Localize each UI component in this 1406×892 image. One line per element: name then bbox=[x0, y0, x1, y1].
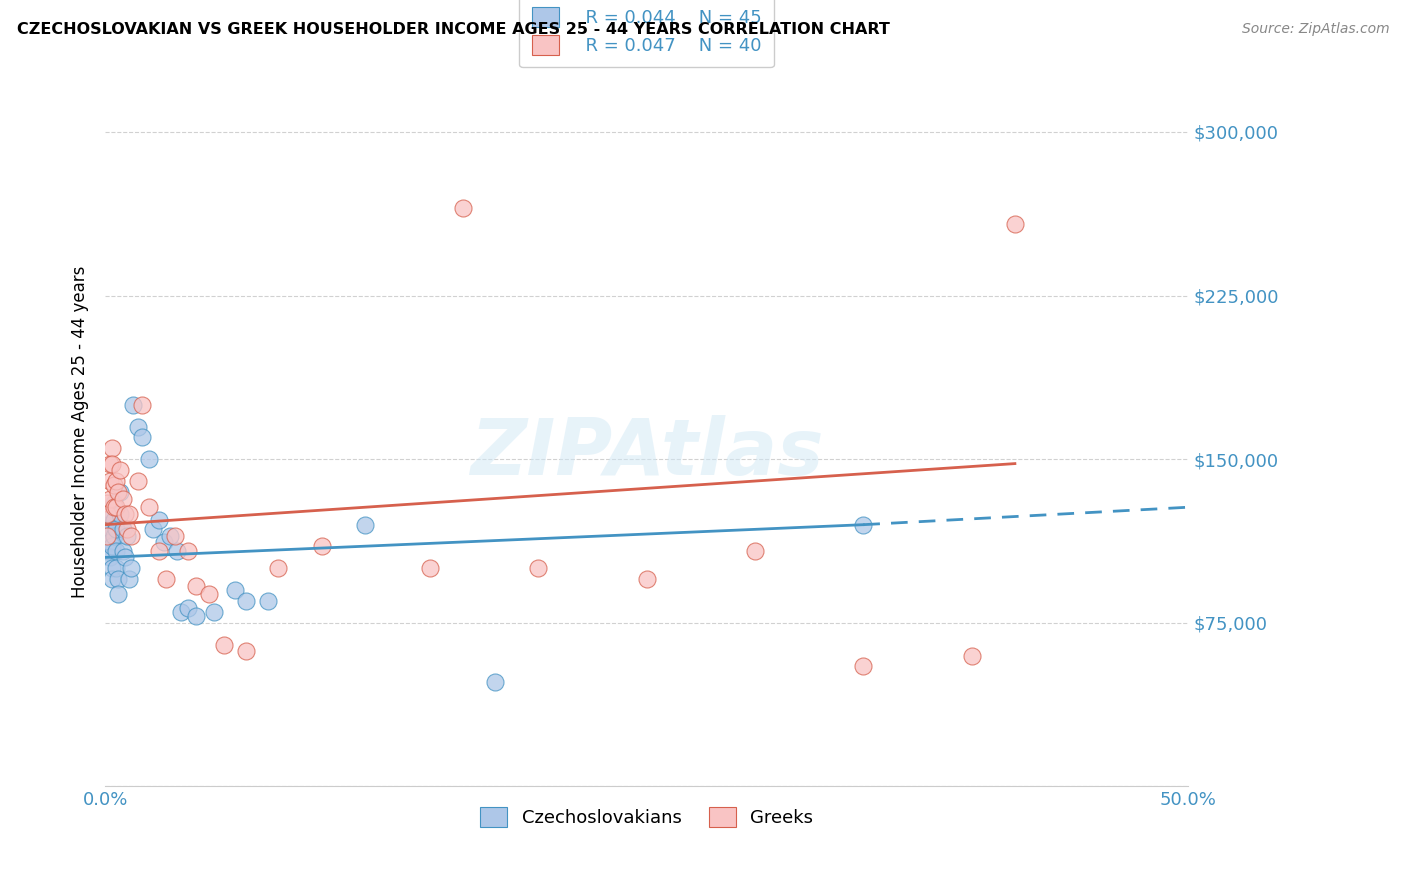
Point bbox=[107, 587, 129, 601]
Point bbox=[852, 659, 875, 673]
Point bbox=[142, 522, 165, 536]
Legend: Czechoslovakians, Greeks: Czechoslovakians, Greeks bbox=[472, 800, 821, 834]
Point bbox=[122, 398, 145, 412]
Point bbox=[960, 648, 983, 663]
Point bbox=[105, 500, 128, 515]
Text: ZIPAtlas: ZIPAtlas bbox=[470, 416, 824, 491]
Point bbox=[103, 528, 125, 542]
Point bbox=[152, 535, 174, 549]
Point bbox=[100, 572, 122, 586]
Point bbox=[120, 528, 142, 542]
Point bbox=[176, 600, 198, 615]
Point bbox=[105, 522, 128, 536]
Point bbox=[96, 544, 118, 558]
Point bbox=[202, 605, 225, 619]
Point bbox=[214, 638, 236, 652]
Point bbox=[111, 544, 134, 558]
Point bbox=[100, 457, 122, 471]
Point bbox=[127, 419, 149, 434]
Point bbox=[114, 550, 136, 565]
Point bbox=[852, 517, 875, 532]
Point bbox=[170, 605, 193, 619]
Y-axis label: Householder Income Ages 25 - 44 years: Householder Income Ages 25 - 44 years bbox=[72, 266, 89, 599]
Point bbox=[159, 528, 181, 542]
Point bbox=[311, 540, 333, 554]
Point bbox=[744, 544, 766, 558]
Point bbox=[131, 398, 153, 412]
Point bbox=[100, 561, 122, 575]
Point bbox=[235, 644, 257, 658]
Point bbox=[1004, 217, 1026, 231]
Point bbox=[138, 500, 160, 515]
Point bbox=[110, 463, 132, 477]
Point bbox=[186, 579, 208, 593]
Point bbox=[148, 513, 170, 527]
Point bbox=[120, 561, 142, 575]
Point bbox=[235, 594, 257, 608]
Point bbox=[98, 491, 121, 506]
Point bbox=[166, 544, 188, 558]
Point bbox=[98, 457, 121, 471]
Point bbox=[198, 587, 221, 601]
Point bbox=[103, 496, 125, 510]
Point bbox=[176, 544, 198, 558]
Text: CZECHOSLOVAKIAN VS GREEK HOUSEHOLDER INCOME AGES 25 - 44 YEARS CORRELATION CHART: CZECHOSLOVAKIAN VS GREEK HOUSEHOLDER INC… bbox=[17, 22, 890, 37]
Point bbox=[100, 442, 122, 456]
Point bbox=[267, 561, 290, 575]
Point bbox=[98, 550, 121, 565]
Point bbox=[103, 513, 125, 527]
Point bbox=[98, 522, 121, 536]
Point bbox=[98, 535, 121, 549]
Point bbox=[110, 507, 132, 521]
Point bbox=[100, 540, 122, 554]
Point bbox=[98, 474, 121, 488]
Point bbox=[118, 572, 141, 586]
Point bbox=[138, 452, 160, 467]
Text: Source: ZipAtlas.com: Source: ZipAtlas.com bbox=[1241, 22, 1389, 37]
Point bbox=[115, 528, 138, 542]
Point bbox=[107, 572, 129, 586]
Point bbox=[105, 561, 128, 575]
Point bbox=[96, 528, 118, 542]
Point bbox=[96, 528, 118, 542]
Point bbox=[224, 583, 246, 598]
Point bbox=[451, 202, 474, 216]
Point bbox=[419, 561, 441, 575]
Point bbox=[155, 572, 177, 586]
Point bbox=[96, 496, 118, 510]
Point bbox=[114, 507, 136, 521]
Point bbox=[527, 561, 550, 575]
Point bbox=[127, 474, 149, 488]
Point bbox=[148, 544, 170, 558]
Point bbox=[105, 474, 128, 488]
Point bbox=[111, 522, 134, 536]
Point bbox=[354, 517, 377, 532]
Point bbox=[115, 522, 138, 536]
Point bbox=[107, 485, 129, 500]
Point bbox=[98, 507, 121, 521]
Point bbox=[186, 609, 208, 624]
Point bbox=[118, 507, 141, 521]
Point bbox=[636, 572, 658, 586]
Point bbox=[103, 478, 125, 492]
Point bbox=[96, 517, 118, 532]
Point bbox=[96, 507, 118, 521]
Point bbox=[131, 430, 153, 444]
Point bbox=[111, 491, 134, 506]
Point bbox=[110, 485, 132, 500]
Point bbox=[103, 500, 125, 515]
Point bbox=[105, 544, 128, 558]
Point bbox=[484, 674, 506, 689]
Point bbox=[256, 594, 278, 608]
Point bbox=[163, 528, 186, 542]
